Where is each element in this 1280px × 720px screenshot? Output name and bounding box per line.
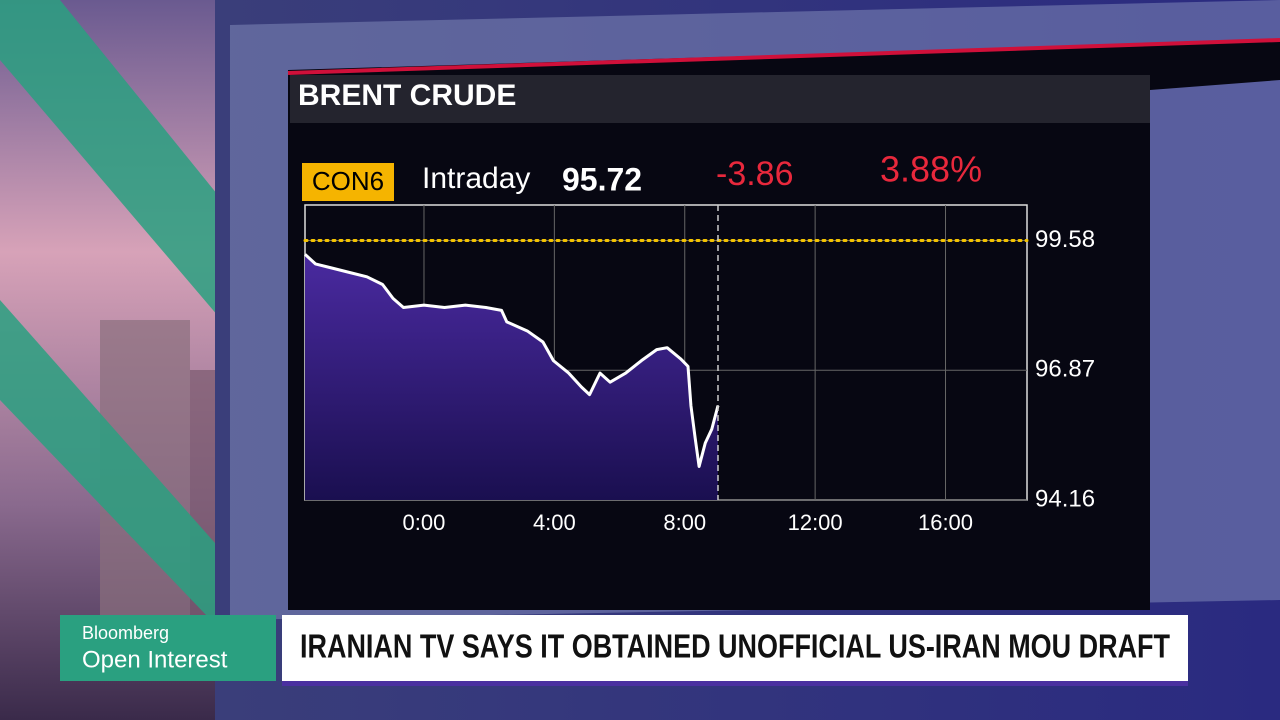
chart-title: BRENT CRUDE — [298, 79, 516, 112]
change: -3.86 — [716, 155, 794, 193]
headline-box — [282, 615, 1188, 681]
headline: IRANIAN TV SAYS IT OBTAINED UNOFFICIAL U… — [300, 628, 1170, 665]
change-pct: 3.88% — [880, 149, 982, 190]
brand-box — [60, 615, 276, 681]
title-bar — [290, 75, 1150, 123]
y-tick-label: 99.58 — [1035, 226, 1095, 253]
area — [305, 254, 718, 500]
green-stripe — [0, 0, 230, 330]
y-tick-label: 96.87 — [1035, 356, 1095, 383]
last-price: 95.72 — [562, 161, 642, 197]
red-rule — [287, 38, 1280, 75]
x-tick-label: 0:00 — [403, 510, 446, 535]
x-tick-label: 4:00 — [533, 510, 576, 535]
green-stripe — [0, 300, 230, 640]
price-line — [303, 253, 720, 468]
x-tick-label: 12:00 — [788, 510, 843, 535]
plot: 94.16 96.87 99.58 0:00 4:00 8:00 12:00 16:00 — [303, 204, 1095, 535]
y-tick-label: 94.16 — [1035, 485, 1095, 512]
brand: Bloomberg — [82, 623, 169, 643]
period: Intraday — [422, 162, 530, 195]
ticker: CON6 — [312, 166, 384, 196]
x-tick-label: 8:00 — [663, 510, 706, 535]
x-tick-label: 16:00 — [918, 510, 973, 535]
headline-rule — [282, 681, 1188, 686]
show-name: Open Interest — [82, 646, 228, 673]
ticker-badge — [302, 163, 394, 201]
